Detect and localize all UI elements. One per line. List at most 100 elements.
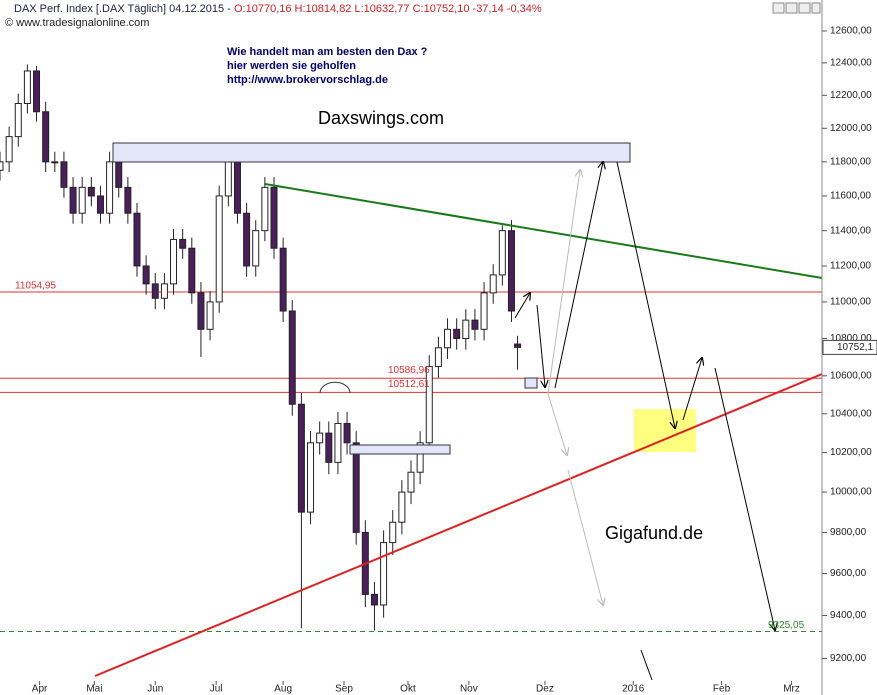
candle-body xyxy=(425,365,433,444)
annotation: Wie handelt man am besten den Dax ? xyxy=(227,46,428,58)
candle-body xyxy=(380,542,388,606)
y-tick-label: 9600,00 xyxy=(830,568,867,579)
arrow xyxy=(554,162,603,389)
candle-body xyxy=(270,186,278,249)
x-tick-label: Mai xyxy=(86,684,102,695)
line xyxy=(640,649,653,681)
support-box xyxy=(349,444,451,455)
x-tick-label: Jun xyxy=(147,684,163,695)
x-tick-label: 2016 xyxy=(622,684,645,695)
candle-body xyxy=(434,347,442,367)
candle-body xyxy=(416,442,424,473)
ad-text: Wie handelt man am besten den Dax ? hier… xyxy=(227,46,428,86)
last-price-label: 10752,1 xyxy=(837,342,874,353)
candle-body xyxy=(370,593,378,606)
drawings xyxy=(94,142,823,681)
y-tick-label: 10000,00 xyxy=(830,487,872,498)
annotation: http://www.brokervorschlag.de xyxy=(227,74,388,86)
y-tick-label: 9400,00 xyxy=(830,610,867,621)
x-tick-label: Aug xyxy=(274,684,292,695)
x-tick-label: Sep xyxy=(335,684,353,695)
level-label: 11054,95 xyxy=(15,281,56,292)
candle-body xyxy=(279,247,287,312)
button[interactable] xyxy=(785,2,798,14)
y-tick-label: 10200,00 xyxy=(830,447,872,458)
candle-body xyxy=(316,432,324,444)
x-tick-label: Feb xyxy=(713,684,731,695)
candle-body xyxy=(87,186,95,197)
candle-body xyxy=(514,343,522,348)
candle-body xyxy=(160,283,168,299)
candle-body xyxy=(142,265,150,285)
candle-body xyxy=(115,161,123,188)
candle-body xyxy=(325,432,333,463)
candle-body xyxy=(407,471,415,493)
x-tick-label: Jul xyxy=(210,684,223,695)
candle-body xyxy=(106,161,114,214)
candle-body xyxy=(334,422,342,463)
arrow xyxy=(567,469,603,605)
last-price-box xyxy=(822,339,877,355)
trend-line xyxy=(264,183,823,279)
candle-body xyxy=(489,274,497,294)
button[interactable] xyxy=(811,2,821,14)
candle-body xyxy=(243,212,251,267)
arrow xyxy=(547,170,580,395)
x-tick-label: Okt xyxy=(400,684,416,695)
header-ohlc: O:10770,16 H:10814,82 L:10632,77 C:10752… xyxy=(234,3,542,15)
candle-body xyxy=(480,292,488,330)
candle-body xyxy=(151,283,159,299)
arc xyxy=(319,381,351,394)
y-tick-label: 12000,00 xyxy=(830,123,872,134)
candle-body xyxy=(297,403,305,513)
x-tick-label: Mrz xyxy=(783,684,800,695)
candle-body xyxy=(0,161,4,171)
arrow xyxy=(514,293,530,319)
annotation: Daxswings.com xyxy=(318,108,444,128)
candle-body xyxy=(453,328,461,340)
candle-body xyxy=(471,319,479,330)
y-tick-label: 12600,00 xyxy=(830,26,872,37)
arrow xyxy=(714,367,775,630)
candle-body xyxy=(288,310,296,405)
arrow xyxy=(536,304,545,387)
y-tick-label: 9200,00 xyxy=(830,653,867,664)
candle-body xyxy=(233,161,241,214)
candle-body xyxy=(444,328,452,349)
candle-body xyxy=(307,442,315,513)
candle-body xyxy=(462,319,470,340)
y-tick-label: 12400,00 xyxy=(830,58,872,69)
candle-body xyxy=(197,292,205,330)
candle-body xyxy=(33,70,41,113)
button[interactable] xyxy=(772,2,785,14)
candle-body xyxy=(498,230,506,276)
x-tick-label: Dez xyxy=(536,684,554,695)
candle-body xyxy=(261,186,269,232)
button[interactable] xyxy=(798,2,811,14)
candle-body xyxy=(42,111,50,163)
x-tick-label: Apr xyxy=(32,684,48,695)
y-tick-label: 11200,00 xyxy=(830,261,871,272)
candle-body xyxy=(206,301,214,330)
level-label: 10586,96 xyxy=(388,365,430,376)
annotation: Gigafund.de xyxy=(605,523,703,543)
candle-body xyxy=(188,247,196,294)
arrow xyxy=(616,161,675,428)
candle-body xyxy=(69,186,77,214)
trend-line xyxy=(94,373,823,677)
arrow xyxy=(547,393,567,455)
candle-body xyxy=(23,70,31,105)
y-tick-label: 11600,00 xyxy=(830,191,871,202)
plot xyxy=(0,64,822,633)
candle-body xyxy=(170,238,178,285)
candle-body xyxy=(224,161,232,197)
y-tick-label: 10800,00 xyxy=(830,333,872,344)
candle-body xyxy=(215,195,223,303)
y-tick-label: 11800,00 xyxy=(830,156,871,167)
candle-body xyxy=(96,195,104,214)
y-tick-label: 10600,00 xyxy=(830,370,872,381)
candle-body xyxy=(398,491,406,523)
level-label: 9325,05 xyxy=(768,620,805,631)
